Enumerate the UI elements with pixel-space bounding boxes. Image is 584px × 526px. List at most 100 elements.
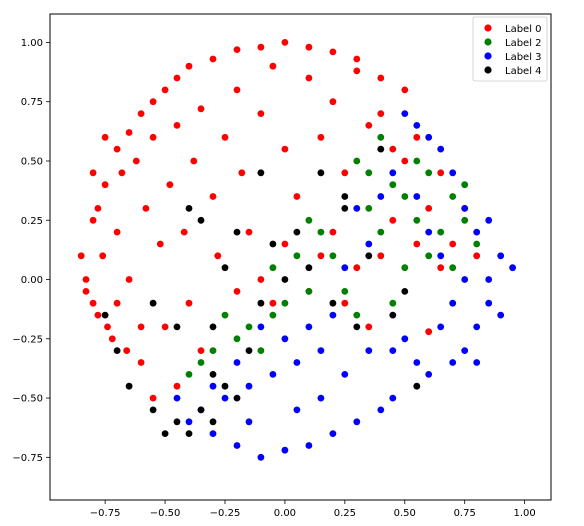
point-series-2-38 bbox=[437, 252, 445, 260]
point-series-2-12 bbox=[401, 110, 409, 117]
point-series-0-73 bbox=[269, 299, 277, 307]
point-series-2-21 bbox=[209, 430, 217, 437]
point-series-0-62 bbox=[425, 205, 433, 212]
point-series-0-89 bbox=[101, 133, 109, 141]
point-series-0-45 bbox=[233, 86, 241, 94]
point-series-3-4 bbox=[173, 418, 181, 426]
y-tick-label-3: 0.00 bbox=[21, 275, 43, 286]
point-series-1-9 bbox=[353, 157, 361, 165]
legend-marker-label-2 bbox=[484, 38, 492, 46]
x-axis: −0.75 −0.50 −0.25 0.00 0.25 0.50 0.75 1.00 bbox=[90, 500, 536, 519]
point-series-2-55 bbox=[389, 347, 397, 354]
point-series-1-29 bbox=[425, 169, 433, 177]
point-series-0-12 bbox=[209, 55, 217, 63]
point-series-1-1 bbox=[389, 181, 397, 189]
point-series-3-1 bbox=[113, 347, 121, 354]
point-series-0-69 bbox=[353, 264, 361, 272]
point-series-1-25 bbox=[401, 264, 409, 272]
point-series-0-5 bbox=[113, 145, 121, 153]
point-series-3-24 bbox=[197, 216, 205, 224]
point-series-0-74 bbox=[281, 240, 289, 248]
point-series-1-15 bbox=[245, 323, 253, 331]
point-series-2-28 bbox=[293, 359, 301, 366]
point-series-0-40 bbox=[190, 157, 198, 165]
point-series-2-8 bbox=[449, 169, 457, 177]
point-series-0-34 bbox=[156, 240, 164, 248]
point-series-0-25 bbox=[99, 252, 107, 260]
point-series-2-51 bbox=[209, 382, 217, 390]
point-series-0-44 bbox=[221, 133, 229, 141]
legend-item-label-3: Label 3 bbox=[484, 52, 542, 63]
point-series-0-41 bbox=[197, 105, 205, 113]
point-series-3-15 bbox=[305, 264, 313, 272]
point-series-3-30 bbox=[185, 205, 193, 212]
point-series-2-44 bbox=[353, 205, 361, 212]
point-series-3-7 bbox=[221, 382, 229, 390]
point-series-0-36 bbox=[166, 181, 174, 189]
point-series-0-6 bbox=[125, 129, 133, 136]
point-series-0-57 bbox=[365, 122, 373, 129]
point-series-0-49 bbox=[269, 62, 277, 70]
point-series-3-33 bbox=[257, 169, 265, 177]
point-series-3-9 bbox=[185, 430, 193, 437]
point-series-3-35 bbox=[209, 323, 217, 331]
point-series-0-17 bbox=[329, 48, 337, 56]
point-series-3-3 bbox=[149, 406, 157, 414]
point-series-1-32 bbox=[305, 216, 313, 224]
x-tick-label-6: 0.75 bbox=[454, 508, 476, 519]
point-series-2-43 bbox=[365, 240, 373, 248]
point-series-2-34 bbox=[425, 371, 433, 378]
point-series-0-39 bbox=[185, 299, 193, 307]
point-series-0-21 bbox=[77, 252, 85, 260]
point-series-0-48 bbox=[257, 110, 265, 117]
point-series-3-13 bbox=[257, 299, 265, 307]
point-series-1-33 bbox=[377, 228, 385, 236]
point-series-2-48 bbox=[281, 335, 289, 343]
point-series-1-19 bbox=[185, 371, 193, 378]
point-series-0-54 bbox=[329, 98, 337, 106]
point-series-1-26 bbox=[317, 228, 325, 236]
x-tick-label-4: 0.25 bbox=[334, 508, 356, 519]
point-series-1-0 bbox=[377, 133, 385, 141]
point-series-3-19 bbox=[341, 205, 349, 212]
point-series-2-30 bbox=[341, 371, 349, 378]
point-series-0-8 bbox=[149, 98, 157, 106]
point-series-0-29 bbox=[123, 347, 131, 354]
point-series-3-10 bbox=[161, 430, 169, 437]
point-series-1-8 bbox=[473, 240, 481, 248]
x-tick-label-7: 1.00 bbox=[513, 508, 535, 519]
point-series-1-13 bbox=[281, 299, 289, 307]
point-series-1-5 bbox=[437, 228, 445, 236]
point-series-0-38 bbox=[180, 228, 188, 236]
point-series-3-26 bbox=[173, 323, 181, 331]
point-series-3-0 bbox=[101, 311, 109, 319]
point-series-1-21 bbox=[293, 252, 301, 260]
point-series-2-52 bbox=[245, 418, 253, 426]
point-series-2-17 bbox=[305, 442, 313, 449]
point-series-1-3 bbox=[413, 216, 421, 224]
point-series-2-10 bbox=[425, 133, 433, 141]
point-series-2-25 bbox=[221, 394, 229, 402]
y-tick-label-2: −0.25 bbox=[12, 334, 43, 345]
point-series-0-35 bbox=[161, 323, 169, 331]
point-series-3-11 bbox=[209, 418, 217, 426]
point-series-0-68 bbox=[341, 299, 349, 307]
point-series-0-80 bbox=[149, 394, 157, 402]
point-series-1-6 bbox=[449, 193, 457, 200]
point-series-3-23 bbox=[233, 228, 241, 236]
point-series-2-57 bbox=[497, 311, 505, 319]
point-series-0-26 bbox=[104, 323, 111, 331]
legend-marker-label-3 bbox=[484, 52, 492, 60]
point-series-0-23 bbox=[89, 299, 97, 307]
point-series-1-17 bbox=[209, 347, 217, 354]
point-series-0-67 bbox=[329, 228, 337, 236]
point-series-2-32 bbox=[401, 335, 409, 343]
legend-frame bbox=[472, 16, 548, 82]
point-series-0-18 bbox=[353, 55, 361, 63]
point-series-2-59 bbox=[485, 216, 493, 224]
point-series-3-14 bbox=[281, 276, 289, 283]
point-series-2-16 bbox=[329, 430, 337, 437]
point-series-2-47 bbox=[305, 323, 313, 331]
point-series-1-22 bbox=[341, 288, 349, 295]
